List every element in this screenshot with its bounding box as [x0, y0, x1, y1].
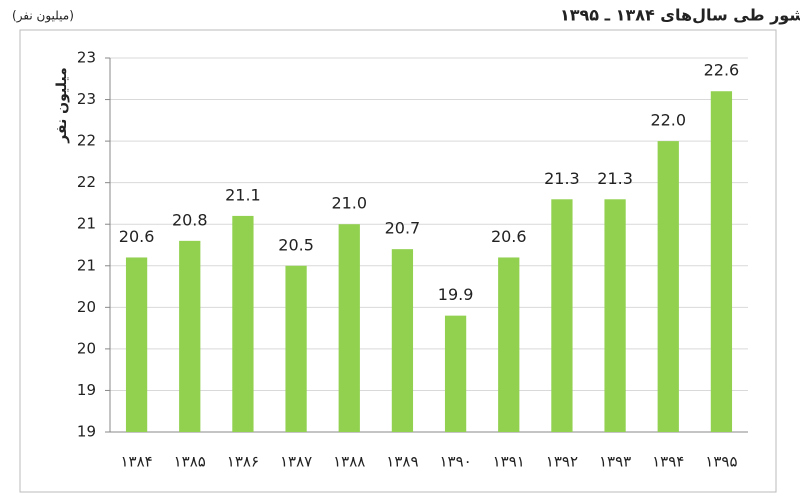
value-label: 22.0 — [650, 111, 686, 130]
bar — [285, 265, 307, 432]
y-tick-label: 19 — [77, 423, 96, 441]
x-tick-label: ۱۳۹۰ — [439, 453, 471, 471]
value-label: 20.8 — [172, 210, 208, 229]
x-tick-label: ۱۳۸۵ — [174, 453, 206, 471]
chart-frame — [19, 29, 777, 493]
chart-title: تعداد شاغلان کل کشور طی سال‌های ۱۳۸۴ ـ ۱… — [560, 6, 800, 25]
value-label: 21.1 — [225, 185, 261, 204]
value-label: 20.6 — [119, 227, 155, 246]
value-label: 21.0 — [331, 194, 367, 213]
bar — [338, 224, 360, 432]
y-tick-label: 23 — [77, 49, 96, 67]
bar — [391, 249, 414, 432]
y-axis-title: میلیون نفر — [54, 67, 70, 143]
value-label: 20.5 — [278, 235, 314, 254]
bar — [444, 315, 467, 432]
y-tick-label: 23 — [77, 90, 96, 108]
unit-label: (میلیون نفر) — [12, 9, 74, 24]
y-tick-label: 21 — [77, 256, 96, 274]
x-tick-label: ۱۳۸۸ — [333, 453, 365, 471]
bar — [232, 215, 254, 432]
value-label: 21.3 — [544, 169, 580, 188]
x-tick-label: ۱۳۸۹ — [386, 453, 418, 471]
value-label: 20.7 — [385, 219, 421, 238]
y-tick-label: 20 — [77, 339, 96, 357]
x-tick-label: ۱۳۸۴ — [120, 453, 152, 471]
x-tick-label: ۱۳۹۴ — [652, 453, 684, 471]
value-label: 21.3 — [597, 169, 633, 188]
y-tick-label: 22 — [77, 132, 96, 150]
y-tick-label: 22 — [77, 173, 96, 191]
value-label: 22.6 — [704, 61, 740, 80]
y-tick-label: 19 — [77, 381, 96, 399]
x-tick-label: ۱۳۸۷ — [280, 453, 312, 471]
x-tick-label: ۱۳۹۲ — [546, 453, 578, 471]
bar — [498, 257, 520, 432]
y-tick-label: 21 — [77, 215, 96, 233]
value-label: 20.6 — [491, 227, 527, 246]
x-tick-label: ۱۳۹۱ — [493, 453, 525, 471]
bar — [604, 199, 626, 432]
bar — [551, 199, 573, 432]
x-tick-label: ۱۳۹۵ — [705, 453, 737, 471]
y-tick-label: 20 — [77, 298, 96, 316]
x-tick-label: ۱۳۹۳ — [599, 453, 631, 471]
bar — [657, 141, 679, 432]
bar — [125, 257, 148, 432]
bar — [179, 240, 201, 432]
value-label: 19.9 — [438, 285, 474, 304]
bar — [710, 91, 733, 432]
x-tick-label: ۱۳۸۶ — [227, 453, 259, 471]
